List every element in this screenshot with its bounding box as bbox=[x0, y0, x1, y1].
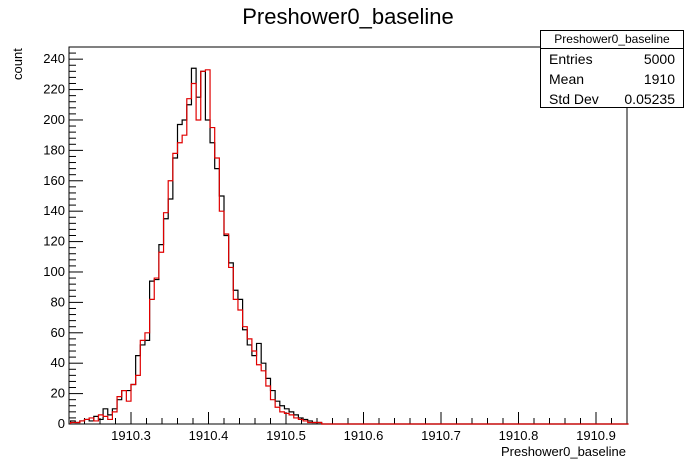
histogram-series-black bbox=[69, 67, 629, 425]
stats-value: 5000 bbox=[643, 51, 675, 67]
y-tick-label: 160 bbox=[43, 173, 65, 188]
y-tick-label: 200 bbox=[43, 112, 65, 127]
x-tick-label: 1910.3 bbox=[111, 428, 151, 443]
x-tick-label: 1910.8 bbox=[499, 428, 539, 443]
x-axis-label: Preshower0_baseline bbox=[500, 444, 626, 459]
y-tick-label: 100 bbox=[43, 264, 65, 279]
y-tick-label: 20 bbox=[51, 386, 65, 401]
y-tick-label: 60 bbox=[51, 325, 65, 340]
stats-box: Preshower0_baseline Entries 5000 Mean 19… bbox=[540, 30, 684, 108]
stats-label: Entries bbox=[549, 51, 593, 67]
y-tick-label: 120 bbox=[43, 234, 65, 249]
y-tick-label: 240 bbox=[43, 51, 65, 66]
y-tick-label: 80 bbox=[51, 294, 65, 309]
x-tick-label: 1910.4 bbox=[189, 428, 229, 443]
x-tick-label: 1910.5 bbox=[266, 428, 306, 443]
stats-label: Mean bbox=[549, 71, 585, 87]
y-tick-label: 0 bbox=[58, 416, 65, 431]
stats-label: Std Dev bbox=[549, 91, 599, 107]
stats-row-entries: Entries 5000 bbox=[541, 49, 683, 69]
stats-value: 0.05235 bbox=[624, 91, 675, 107]
stats-row-mean: Mean 1910 bbox=[541, 69, 683, 89]
chart-title: Preshower0_baseline bbox=[242, 4, 454, 29]
y-tick-label: 40 bbox=[51, 355, 65, 370]
y-tick-label: 140 bbox=[43, 203, 65, 218]
histogram-series-red bbox=[69, 69, 629, 425]
stats-header: Preshower0_baseline bbox=[541, 31, 683, 49]
stats-value: 1910 bbox=[643, 71, 675, 87]
x-tick-label: 1910.7 bbox=[421, 428, 461, 443]
x-tick-label: 1910.9 bbox=[576, 428, 616, 443]
stats-row-stddev: Std Dev 0.05235 bbox=[541, 89, 683, 109]
x-tick-label: 1910.6 bbox=[344, 428, 384, 443]
y-tick-label: 220 bbox=[43, 82, 65, 97]
y-tick-label: 180 bbox=[43, 142, 65, 157]
y-axis-label: count bbox=[10, 48, 25, 80]
